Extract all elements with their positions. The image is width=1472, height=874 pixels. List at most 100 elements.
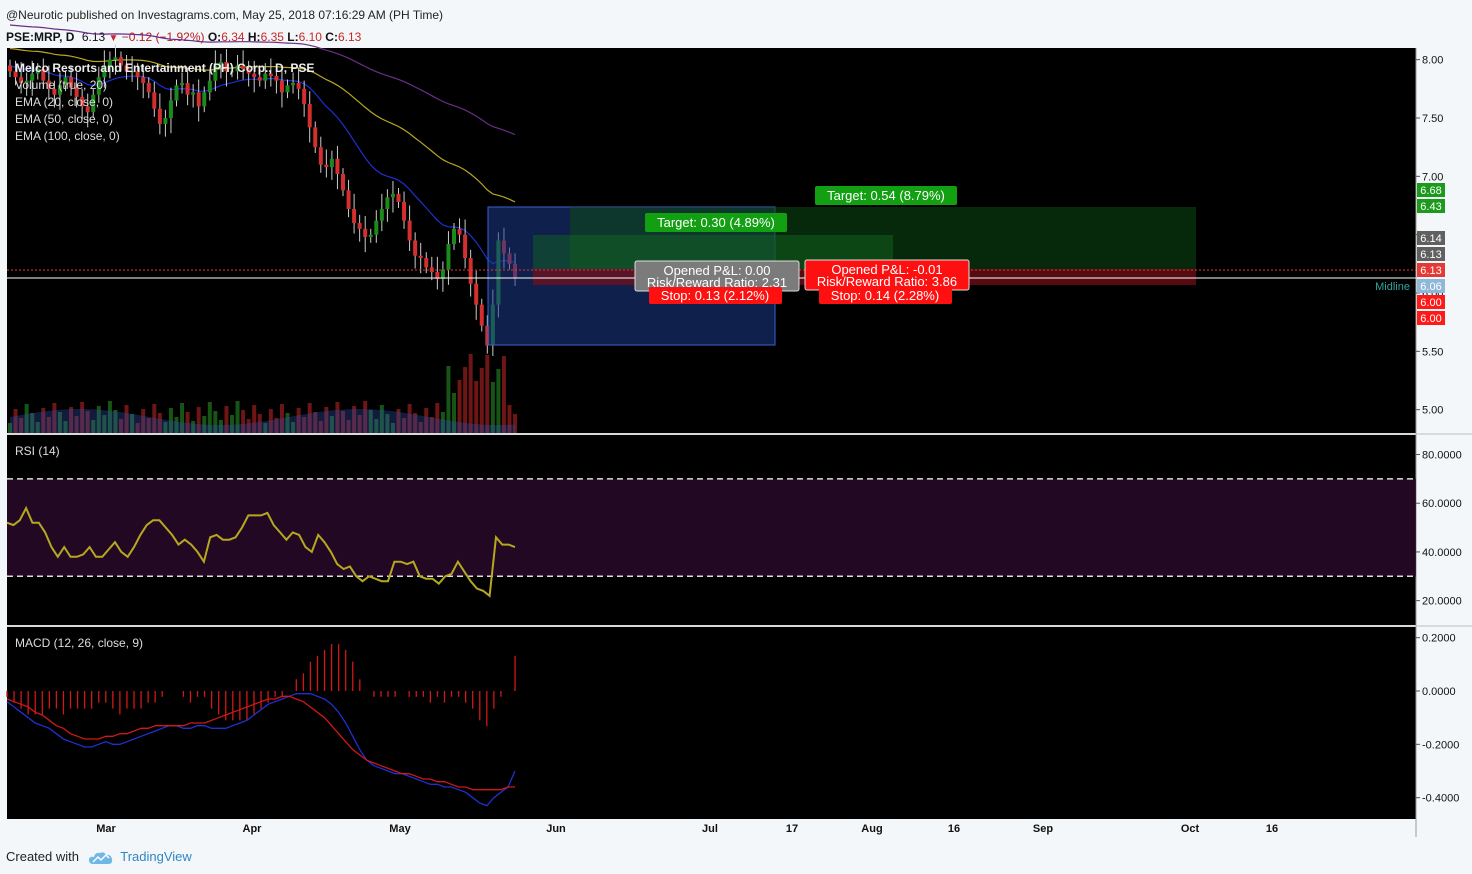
candle-body bbox=[152, 92, 157, 109]
volume-bar bbox=[96, 406, 101, 433]
volume-bar bbox=[74, 416, 79, 433]
volume-bar bbox=[496, 369, 501, 433]
volume-bar bbox=[85, 411, 90, 433]
candle-body bbox=[124, 65, 129, 72]
macd-line bbox=[6, 693, 516, 807]
candle-body bbox=[91, 94, 96, 113]
low-label: L: bbox=[287, 30, 299, 44]
volume-bar bbox=[513, 414, 518, 433]
volume-bar bbox=[213, 411, 218, 433]
stop-badge-1 bbox=[649, 287, 782, 304]
legend-ema100: EMA (100, close, 0) bbox=[15, 129, 120, 143]
volume-bar bbox=[263, 423, 268, 433]
published-line: @Neurotic published on Investagrams.com,… bbox=[6, 8, 444, 22]
candle-body bbox=[313, 127, 318, 148]
open-value: 6.34 bbox=[221, 30, 245, 44]
volume-bar bbox=[218, 420, 223, 433]
candle-body bbox=[302, 88, 307, 104]
target-badge-2-text: Target: 0.30 (4.89%) bbox=[657, 215, 775, 230]
price-tick-label: 7.00 bbox=[1422, 171, 1443, 183]
candle-body bbox=[102, 65, 107, 78]
candle-body bbox=[390, 193, 395, 198]
volume-bar bbox=[313, 412, 318, 433]
volume-bar bbox=[241, 410, 246, 433]
candle-body bbox=[146, 83, 151, 93]
volume-bar bbox=[107, 401, 112, 433]
volume-bar bbox=[468, 354, 473, 433]
tradingview-link[interactable]: TradingView bbox=[120, 849, 192, 864]
macd-pane[interactable] bbox=[7, 627, 1416, 819]
candle-body bbox=[80, 97, 85, 107]
candle-body bbox=[424, 258, 429, 268]
legend-volume: Volume (true, 20) bbox=[15, 78, 107, 92]
open-label: O: bbox=[207, 30, 222, 44]
candle-body bbox=[74, 87, 79, 97]
volume-bar bbox=[457, 380, 462, 433]
volume-bar bbox=[318, 421, 323, 433]
rsi-line bbox=[6, 505, 516, 598]
volume-bar bbox=[196, 407, 201, 433]
volume-bar bbox=[8, 423, 12, 433]
candle-body bbox=[13, 71, 18, 78]
candle-body bbox=[485, 325, 490, 346]
volume-bar bbox=[279, 404, 284, 433]
price-axis-badge bbox=[1417, 263, 1445, 277]
candle-body bbox=[396, 193, 401, 202]
candle-body bbox=[196, 92, 201, 107]
candle-body bbox=[30, 73, 35, 81]
candle-body bbox=[274, 76, 279, 81]
low-value: 6.10 bbox=[298, 30, 322, 44]
price-axis-badge bbox=[1417, 279, 1445, 293]
price-tick-label: 7.50 bbox=[1422, 113, 1443, 125]
time-axis[interactable] bbox=[7, 819, 1416, 837]
volume-bar bbox=[368, 410, 373, 433]
candle-body bbox=[257, 77, 262, 81]
volume-bar bbox=[474, 381, 479, 433]
close-value: 6.13 bbox=[337, 30, 362, 44]
down-arrow-icon: ▼ bbox=[108, 33, 119, 44]
volume-bar bbox=[324, 407, 329, 433]
candle-body bbox=[135, 71, 140, 78]
volume-bar bbox=[329, 416, 334, 433]
candle-body bbox=[318, 147, 323, 165]
volume-bar bbox=[146, 418, 151, 433]
rsi-tick-label: 60.0000 bbox=[1422, 498, 1462, 510]
target-badge-1 bbox=[815, 186, 957, 205]
candle-body bbox=[163, 118, 168, 124]
rsi-tick-label: 20.0000 bbox=[1422, 596, 1462, 608]
candle-body bbox=[213, 65, 218, 81]
macd-tick-label: 0.0000 bbox=[1422, 686, 1456, 698]
candle-body bbox=[407, 220, 412, 241]
time-tick-label: 16 bbox=[948, 823, 960, 835]
volume-bar bbox=[30, 413, 35, 433]
rsi-legend: RSI (14) bbox=[15, 444, 60, 458]
candle-body bbox=[230, 71, 234, 73]
quote-line: PSE:MRP, D 6.13 ▼ −0.12 (−1.92%) O:6.34 … bbox=[6, 30, 361, 44]
candle-body bbox=[279, 80, 284, 93]
time-tick-label: 16 bbox=[1266, 823, 1278, 835]
volume-bar bbox=[346, 420, 351, 433]
candle-body bbox=[329, 158, 334, 167]
time-tick-label: Jul bbox=[702, 823, 718, 835]
pnl-box-1-pnl: Opened P&L: 0.00 bbox=[664, 263, 771, 278]
candle-body bbox=[113, 57, 118, 60]
candle-body bbox=[446, 244, 451, 270]
candle-body bbox=[8, 65, 12, 72]
volume-bar bbox=[230, 415, 234, 433]
rsi-tick-label: 40.0000 bbox=[1422, 547, 1462, 559]
midline-label: Midline bbox=[1375, 281, 1410, 293]
volume-bar bbox=[435, 403, 440, 433]
ema100-line bbox=[9, 24, 516, 136]
candle-body bbox=[130, 71, 135, 73]
tradingview-cloud-icon bbox=[88, 851, 112, 864]
volume-bar bbox=[141, 409, 146, 433]
candle-body bbox=[85, 106, 90, 113]
volume-bar bbox=[24, 404, 29, 433]
time-tick-label: Aug bbox=[861, 823, 882, 835]
volume-bar bbox=[374, 419, 379, 433]
price-axis-badge-text: 6.13 bbox=[1420, 265, 1441, 277]
volume-bar bbox=[168, 408, 173, 433]
volume-bar bbox=[463, 367, 468, 433]
candle-body bbox=[341, 174, 345, 191]
